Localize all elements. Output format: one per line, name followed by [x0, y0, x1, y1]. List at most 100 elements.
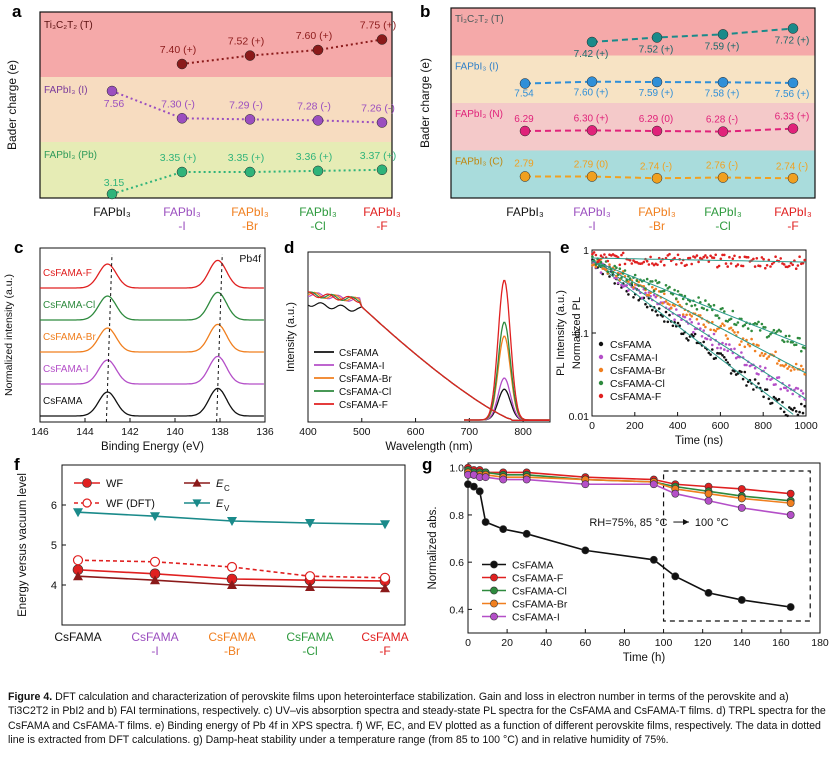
data-point-0-818: [765, 388, 769, 391]
data-point-2-2: [651, 125, 663, 137]
x-tick-label-5: 100: [655, 637, 673, 649]
legend-swatch-marker-0: [490, 560, 498, 569]
data-point-2-130: [618, 278, 622, 282]
x-axis-label: Binding Energy (eV): [101, 441, 204, 453]
legend-label-4: CsFAMA-F: [43, 268, 92, 279]
data-point-2-338: [663, 292, 666, 296]
data-point-2-794: [760, 351, 764, 355]
data-point-0-578: [714, 356, 717, 360]
data-point-0-546: [707, 351, 711, 355]
data-point-1-42: [599, 271, 603, 274]
data-point-0-194: [632, 296, 635, 299]
data-point-4-458: [688, 256, 692, 260]
data-point-4-466: [690, 262, 693, 266]
band-3: [451, 150, 815, 198]
category-label-4: CsFAMA: [361, 630, 408, 644]
x-tick-label-1: 500: [353, 426, 371, 438]
data-point-4-546: [707, 260, 711, 263]
data-point-0-9: [704, 588, 713, 597]
data-point-0-4: [499, 525, 508, 534]
data-point-0-1: [586, 36, 598, 48]
category-suffix-1: -I: [588, 219, 595, 233]
x-axis-label: Time (ns): [675, 435, 723, 447]
data-point-1-298: [654, 295, 658, 299]
data-point-2-882: [779, 364, 782, 367]
series-line-1: [40, 355, 264, 385]
data-point-2-1: [150, 575, 160, 585]
data-point-2-2: [244, 166, 256, 178]
chart-f-energy-levels: 4 5 6 Energy versus vacuum level WF WF (DFT) E…: [17, 464, 409, 658]
data-point-2-4: [787, 123, 799, 134]
data-point-4-570: [712, 256, 716, 260]
data-point-2-618: [723, 324, 726, 327]
x-tick-label-2: 142: [121, 426, 139, 438]
data-point-2-4: [380, 583, 390, 593]
legend-label-4: CsFAMA-F: [610, 391, 661, 403]
data-point-2-906: [784, 363, 788, 366]
data-point-2-722: [745, 338, 748, 342]
data-point-2-554: [709, 328, 712, 331]
category-suffix-1: -I: [178, 219, 185, 233]
data-point-0-842: [770, 401, 774, 405]
data-label-2-3: 6.28 (-): [706, 115, 738, 126]
data-point-0-6: [581, 546, 590, 555]
data-point-2-762: [753, 349, 757, 353]
category-label-4: FAPbI₃: [774, 205, 812, 219]
data-point-3-394: [675, 297, 678, 300]
legend-label-0: CsFAMA: [610, 339, 651, 351]
legend-label-0: CsFAMA: [339, 348, 379, 359]
data-point-1-778: [757, 373, 760, 376]
data-point-3-874: [777, 328, 781, 332]
category-label-1: CsFAMA: [131, 630, 178, 644]
series-line-4: [40, 259, 264, 289]
data-point-4-962: [796, 264, 800, 267]
category-label-1: FAPbI₃: [163, 205, 201, 219]
data-point-4-538: [705, 256, 709, 259]
data-label-3-2: 2.74 (-): [640, 161, 672, 172]
data-point-4-930: [789, 261, 793, 265]
data-point-0-762: [753, 378, 757, 381]
data-point-4-554: [709, 254, 712, 258]
data-point-2-634: [726, 337, 729, 340]
x-tick-label-1: 20: [501, 637, 513, 649]
data-point-0-106: [613, 282, 616, 285]
data-point-0-466: [690, 333, 693, 336]
legend-label-0: CsFAMA: [43, 396, 83, 407]
data-point-4-9: [704, 496, 713, 505]
data-point-3-490: [695, 308, 699, 311]
data-point-2-402: [676, 300, 680, 304]
data-point-2-818: [765, 357, 769, 360]
data-point-2-2: [227, 580, 237, 589]
x-tick-label-0: 400: [299, 426, 317, 438]
data-point-4-490: [695, 254, 699, 257]
data-point-3-594: [717, 316, 721, 320]
data-point-2-994: [803, 372, 806, 376]
data-point-3-210: [635, 279, 639, 282]
data-point-0-666: [733, 370, 736, 373]
data-point-1-522: [702, 329, 705, 332]
data-point-1-1: [149, 556, 161, 567]
data-point-4-610: [721, 253, 724, 257]
category-suffix-4: -F: [376, 219, 387, 233]
data-point-4-994: [803, 258, 806, 262]
legend-label-0: WF: [106, 478, 123, 490]
x-tick-label-0: 0: [589, 420, 595, 432]
caption-text: DFT calculation and characterization of …: [8, 691, 826, 746]
data-point-4-938: [791, 263, 794, 267]
data-point-0-2: [475, 487, 484, 496]
data-point-2-858: [774, 350, 777, 354]
data-point-3-898: [782, 340, 786, 344]
data-point-0-898: [782, 410, 786, 414]
data-point-3-114: [615, 266, 618, 269]
x-tick-label-3: 700: [461, 426, 479, 438]
legend-swatch-2: [598, 367, 604, 373]
data-point-1-562: [711, 343, 714, 347]
data-point-0-962: [796, 413, 800, 417]
peak-guide-2: [216, 253, 223, 423]
data-point-4-306: [656, 263, 659, 267]
data-point-0-730: [746, 380, 750, 384]
data-point-3-9: [704, 489, 713, 498]
data-point-2-0: [73, 571, 83, 581]
data-point-3-530: [704, 299, 707, 302]
y-tick-label-0: 4: [51, 580, 57, 592]
